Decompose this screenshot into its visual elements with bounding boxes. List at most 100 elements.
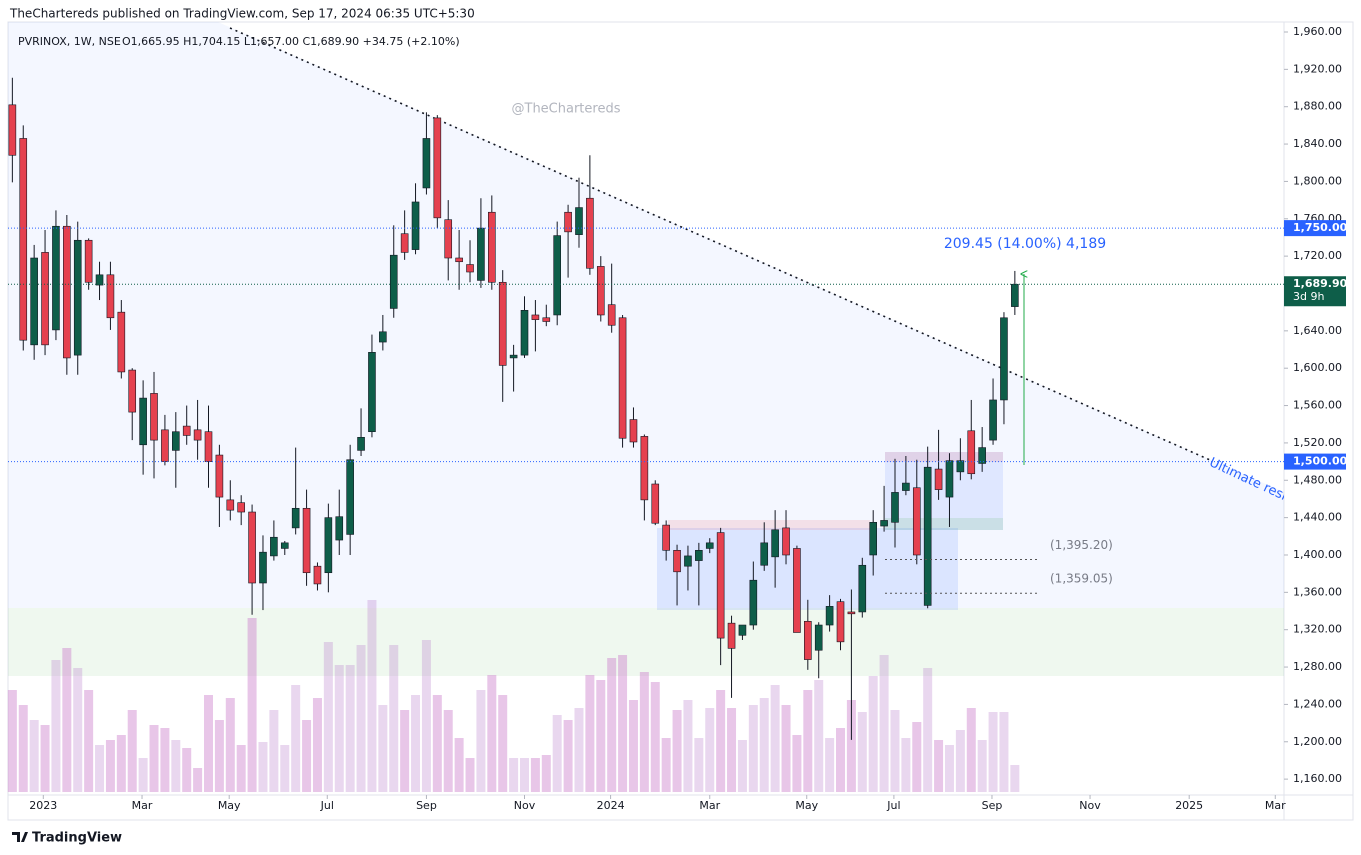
x-tick-label: Mar: [132, 799, 153, 812]
chart-title: PVRINOX, 1W, NSE: [18, 35, 121, 48]
last-price-label: 1,689.90: [1293, 277, 1348, 290]
volume-bar: [1010, 765, 1020, 792]
candle-body: [542, 317, 551, 322]
volume-bar: [607, 658, 617, 792]
candle-body: [509, 354, 518, 359]
volume-bar: [977, 740, 987, 792]
y-tick-label: 1,520.00: [1293, 436, 1342, 449]
candle-body: [172, 431, 180, 451]
candle-body: [324, 517, 333, 574]
candle-body: [19, 138, 28, 341]
price-label: 1,750.00: [1293, 221, 1348, 234]
volume-bar: [432, 695, 442, 792]
volume-bar: [487, 675, 497, 792]
candle-body: [629, 419, 638, 443]
volume-bar: [509, 758, 519, 792]
volume-bar: [498, 695, 508, 792]
volume-bar: [955, 730, 965, 792]
volume-bar: [585, 675, 595, 792]
volume-bar: [857, 712, 867, 792]
candle-body: [640, 436, 649, 501]
volume-bar: [694, 738, 704, 792]
candle-body: [84, 239, 93, 283]
volume-bar: [683, 700, 693, 792]
candle-body: [30, 257, 38, 346]
candle-body: [204, 431, 213, 462]
y-tick-label: 1,720.00: [1293, 249, 1342, 262]
candle-body: [673, 550, 681, 573]
box: [668, 520, 870, 530]
candle-body: [411, 201, 420, 250]
volume-bar: [520, 758, 530, 792]
volume-bar: [280, 745, 290, 792]
volume-bar: [639, 672, 649, 792]
y-tick-label: 1,400.00: [1293, 548, 1342, 561]
candle-body: [248, 511, 256, 584]
volume-bar: [138, 758, 148, 792]
candle-body: [95, 274, 104, 286]
candle-body: [106, 274, 115, 319]
candle-body: [760, 542, 769, 566]
candle-body: [531, 314, 540, 320]
volume-bar: [868, 676, 878, 792]
ohlc-legend: O1,665.95 H1,704.15 L1,657.00 C1,689.90 …: [122, 35, 460, 48]
volume-bar: [628, 700, 638, 792]
volume-bar: [901, 738, 911, 792]
volume-bar: [934, 740, 944, 792]
volume-bar: [552, 715, 562, 792]
volume-bar: [748, 705, 758, 792]
x-tick-label: 2025: [1175, 799, 1203, 812]
candle-body: [749, 579, 758, 626]
candle-body: [346, 459, 354, 535]
volume-bar: [912, 722, 922, 792]
y-tick-label: 1,320.00: [1293, 623, 1342, 636]
volume-bar: [203, 695, 213, 792]
x-tick-label: Sep: [982, 799, 1003, 812]
volume-bar: [792, 735, 802, 792]
candle-body: [41, 252, 49, 346]
candle-body: [727, 622, 736, 649]
candle-body: [771, 529, 779, 558]
volume-bar: [770, 685, 780, 792]
candle-body: [226, 499, 235, 511]
volume-bar: [182, 748, 192, 792]
candle-body: [662, 524, 670, 551]
candle-body: [575, 207, 583, 235]
level-label: (1,359.05): [1050, 572, 1113, 586]
candle-body: [270, 536, 278, 557]
candle-body: [978, 447, 986, 464]
candle-body: [1000, 317, 1008, 401]
x-tick-label: Jul: [886, 799, 900, 812]
volume-bar: [18, 705, 28, 792]
volume-bar: [345, 665, 355, 792]
volume-bar: [846, 700, 856, 792]
x-tick-label: Sep: [416, 799, 437, 812]
series: 1,960.00 1,920.00 1,880.00 1,840.00 1,800.00…: [7, 25, 1348, 812]
level-label: (1,395.20): [1050, 538, 1113, 552]
candle-body: [716, 532, 725, 639]
volume-bar: [149, 725, 159, 792]
volume-bar: [236, 745, 246, 792]
candle-body: [607, 304, 616, 326]
volume-bar: [84, 690, 94, 792]
x-tick-label: Mar: [699, 799, 720, 812]
candle-body: [989, 399, 997, 441]
volume-bar: [879, 655, 889, 792]
price-label-box: [1284, 453, 1346, 470]
y-tick-label: 1,600.00: [1293, 361, 1342, 374]
candle-body: [73, 239, 82, 356]
volume-bar: [302, 720, 312, 792]
volume-bar: [923, 668, 933, 792]
candle-body: [596, 266, 605, 316]
candle-body: [128, 369, 137, 413]
candle-body: [63, 225, 71, 359]
candle-body: [488, 211, 496, 283]
candle-body: [477, 227, 485, 281]
volume-bar: [378, 705, 388, 792]
candle-body: [684, 555, 692, 567]
candle-body: [150, 393, 158, 441]
volume-bar: [781, 705, 791, 792]
candle-body: [1011, 283, 1019, 307]
volume-bar: [574, 708, 584, 792]
volume-bar: [737, 740, 747, 792]
